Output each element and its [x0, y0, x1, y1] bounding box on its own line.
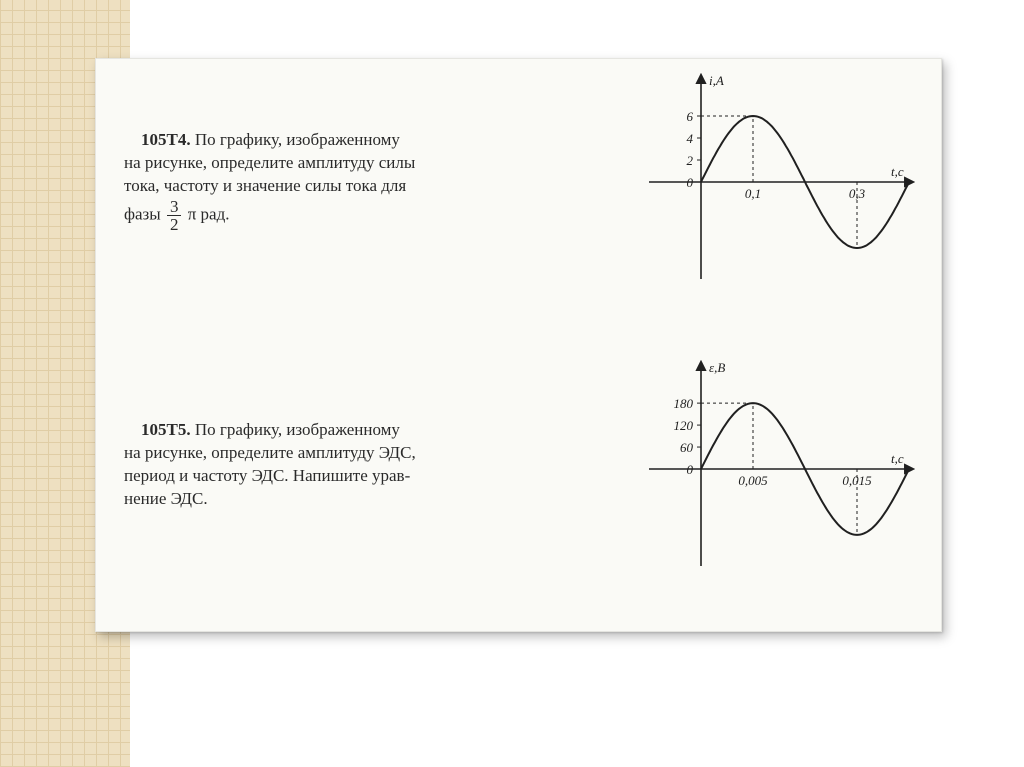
text-line: По графику, изображенному: [195, 420, 400, 439]
svg-text:0,1: 0,1: [745, 186, 761, 201]
svg-text:0: 0: [687, 175, 694, 190]
svg-text:0,005: 0,005: [738, 473, 768, 488]
svg-text:60: 60: [680, 440, 694, 455]
problem-id: 105Т5.: [141, 420, 191, 439]
text-line: π рад.: [188, 204, 230, 223]
problem-id: 105Т4.: [141, 130, 191, 149]
fraction: 3 2: [167, 198, 182, 233]
problem-105t5: 105Т5. По графику, изображенному на рису…: [124, 419, 644, 511]
scanned-page: 105Т4. По графику, изображенному на рису…: [95, 58, 942, 632]
svg-text:120: 120: [674, 418, 694, 433]
svg-text:6: 6: [687, 109, 694, 124]
sine-chart-current: i,At,c64200,10,3: [641, 67, 921, 287]
problem-105t4: 105Т4. По графику, изображенному на рису…: [124, 129, 644, 233]
text-line: на рисунке, определите амплитуду силы: [124, 153, 415, 172]
svg-text:t,c: t,c: [891, 451, 904, 466]
text-line: нение ЭДС.: [124, 489, 208, 508]
chart-105t5: ε,Bt,c1801206000,0050,015: [641, 354, 921, 579]
text-line: период и частоту ЭДС. Напишите урав-: [124, 466, 410, 485]
sine-chart-emf: ε,Bt,c1801206000,0050,015: [641, 354, 921, 574]
text-line: По графику, изображенному: [195, 130, 400, 149]
fraction-num: 3: [167, 198, 182, 216]
svg-text:180: 180: [674, 396, 694, 411]
text-line: на рисунке, определите амплитуду ЭДС,: [124, 443, 416, 462]
svg-text:i,A: i,A: [709, 73, 724, 88]
svg-text:0: 0: [687, 462, 694, 477]
text-line: тока, частоту и значение силы тока для: [124, 176, 406, 195]
svg-text:4: 4: [687, 131, 694, 146]
chart-105t4: i,At,c64200,10,3: [641, 67, 921, 292]
problem-105t4-text: 105Т4. По графику, изображенному на рису…: [124, 129, 415, 233]
problem-105t5-text: 105Т5. По графику, изображенному на рису…: [124, 419, 416, 511]
fraction-den: 2: [167, 216, 182, 233]
text-line: фазы: [124, 204, 161, 223]
svg-text:ε,B: ε,B: [709, 360, 725, 375]
svg-text:t,c: t,c: [891, 164, 904, 179]
svg-text:2: 2: [687, 153, 694, 168]
